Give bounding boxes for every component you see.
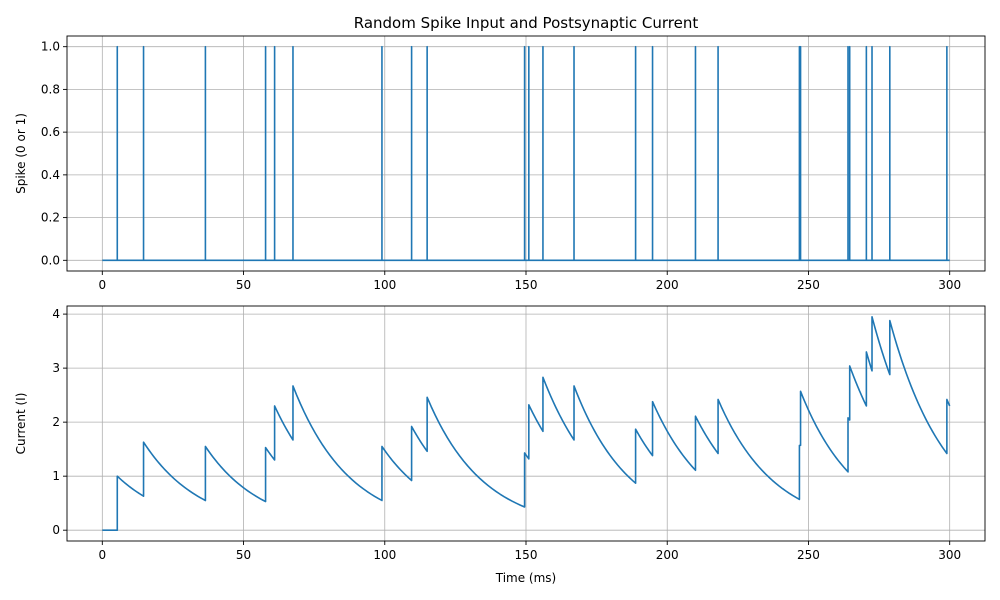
y-tick-label: 0 [52,523,60,537]
y-tick-label: 4 [52,307,60,321]
current-series-line [102,316,951,531]
x-tick-label: 150 [515,278,538,292]
figure-title: Random Spike Input and Postsynaptic Curr… [354,14,699,32]
x-tick-label: 50 [236,278,251,292]
y-axis-label: Spike (0 or 1) [14,113,28,194]
x-tick-label: 250 [797,278,820,292]
x-tick-label: 100 [373,278,396,292]
y-tick-label: 2 [52,415,60,429]
spike-panel: 0 50 100 150 200 250 300 0.0 0.2 0.4 0.6 0.8 1.0 Spik… [14,35,986,292]
x-tick-label: 250 [797,548,820,562]
y-tick-label: 1.0 [41,40,60,54]
x-tick-label: 50 [236,548,251,562]
y-tick-label: 0.2 [41,211,60,225]
x-tick-label: 300 [938,278,961,292]
x-tick-label: 100 [373,548,396,562]
y-tick-label: 0.8 [41,82,60,96]
y-tick-label: 0.6 [41,125,60,139]
spike-series-line [102,45,950,262]
x-axis-label: Time (ms) [495,571,557,585]
y-axis-label: Current (I) [14,393,28,455]
y-tick-label: 3 [52,361,60,375]
y-tick-label: 1 [52,469,60,483]
x-tick-label: 150 [515,548,538,562]
current-panel: 0 50 100 150 200 250 300 0 1 2 3 4 Current (I) Time (… [14,305,986,585]
x-tick-label: 200 [656,278,679,292]
x-tick-label: 200 [656,548,679,562]
x-tick-label: 0 [98,548,106,562]
x-tick-label: 0 [98,278,106,292]
y-tick-label: 0.0 [41,253,60,267]
x-tick-label: 300 [938,548,961,562]
y-tick-label: 0.4 [41,168,60,182]
